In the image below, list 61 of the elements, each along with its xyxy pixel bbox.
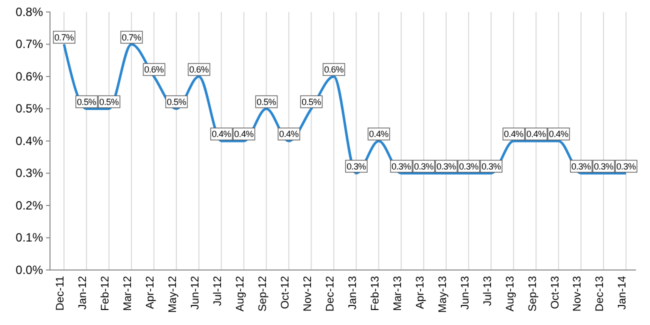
x-tick-label: May-12 [167, 276, 180, 313]
y-tick-label: 0.7% [16, 37, 44, 52]
x-tick-label: Aug-13 [504, 276, 516, 312]
x-tick-label: Oct-13 [549, 276, 562, 310]
x-tick-label: Apr-12 [144, 276, 157, 310]
x-tick-label: Jun-12 [190, 276, 202, 310]
y-tick-label: 0.6% [16, 69, 44, 84]
y-tick-label: 0.5% [16, 102, 44, 116]
x-tick-label: Sep-12 [257, 276, 270, 312]
data-label: 0.7% [122, 32, 142, 42]
data-label: 0.3% [571, 161, 591, 172]
data-label: 0.3% [414, 161, 434, 172]
data-label: 0.4% [279, 129, 299, 139]
y-tick-label: 0.4% [16, 134, 44, 148]
x-tick-label: Nov-13 [572, 276, 584, 312]
data-label: 0.5% [76, 96, 96, 107]
y-tick-label: 0.2% [16, 198, 44, 212]
x-tick-label: Jul-12 [212, 276, 224, 306]
data-label: 0.5% [256, 96, 276, 107]
x-tick-label: Dec-11 [54, 276, 67, 311]
y-tick-label: 0.1% [16, 230, 44, 245]
data-label: 0.7% [54, 32, 74, 42]
data-label: 0.3% [346, 161, 366, 172]
y-tick-label: 0.0% [16, 262, 44, 277]
data-label: 0.4% [369, 129, 389, 139]
x-tick-label: Mar-13 [392, 276, 404, 311]
x-tick-label: Feb-12 [100, 276, 112, 311]
data-label: 0.3% [458, 161, 479, 172]
data-label: 0.5% [166, 96, 186, 107]
x-tick-label: Jan-13 [346, 276, 359, 310]
x-tick-label: Jan-14 [616, 276, 629, 310]
x-tick-label: Jun-13 [459, 276, 472, 310]
data-label: 0.6% [189, 64, 209, 74]
x-tick-label: Mar-12 [122, 276, 134, 311]
x-tick-label: Dec-13 [594, 276, 606, 312]
x-tick-label: Apr-13 [414, 276, 426, 310]
y-tick-label: 0.3% [16, 166, 44, 180]
x-tick-label: Jul-13 [482, 276, 494, 306]
data-label: 0.3% [481, 161, 502, 172]
data-label: 0.4% [526, 129, 546, 139]
x-tick-label: Jan-12 [77, 276, 90, 310]
data-label: 0.4% [548, 129, 569, 139]
data-label: 0.5% [302, 96, 322, 107]
data-label: 0.4% [234, 129, 254, 139]
data-label: 0.3% [616, 161, 636, 172]
x-tick-label: Aug-12 [234, 276, 247, 312]
x-tick-label: Nov-12 [302, 276, 314, 312]
x-tick-label: May-13 [436, 276, 449, 313]
data-label: 0.3% [594, 161, 614, 172]
data-label: 0.6% [144, 64, 164, 74]
data-label: 0.4% [504, 129, 524, 139]
data-label: 0.6% [324, 64, 344, 74]
data-label: 0.3% [436, 161, 456, 172]
y-tick-label: 0.8% [16, 4, 44, 19]
x-tick-label: Oct-12 [280, 276, 292, 310]
x-tick-label: Feb-13 [369, 276, 382, 311]
x-tick-label: Dec-12 [324, 276, 336, 312]
data-label: 0.4% [212, 129, 232, 139]
x-tick-label: Sep-13 [526, 276, 539, 312]
data-label: 0.5% [99, 96, 119, 107]
data-label: 0.3% [392, 161, 412, 172]
